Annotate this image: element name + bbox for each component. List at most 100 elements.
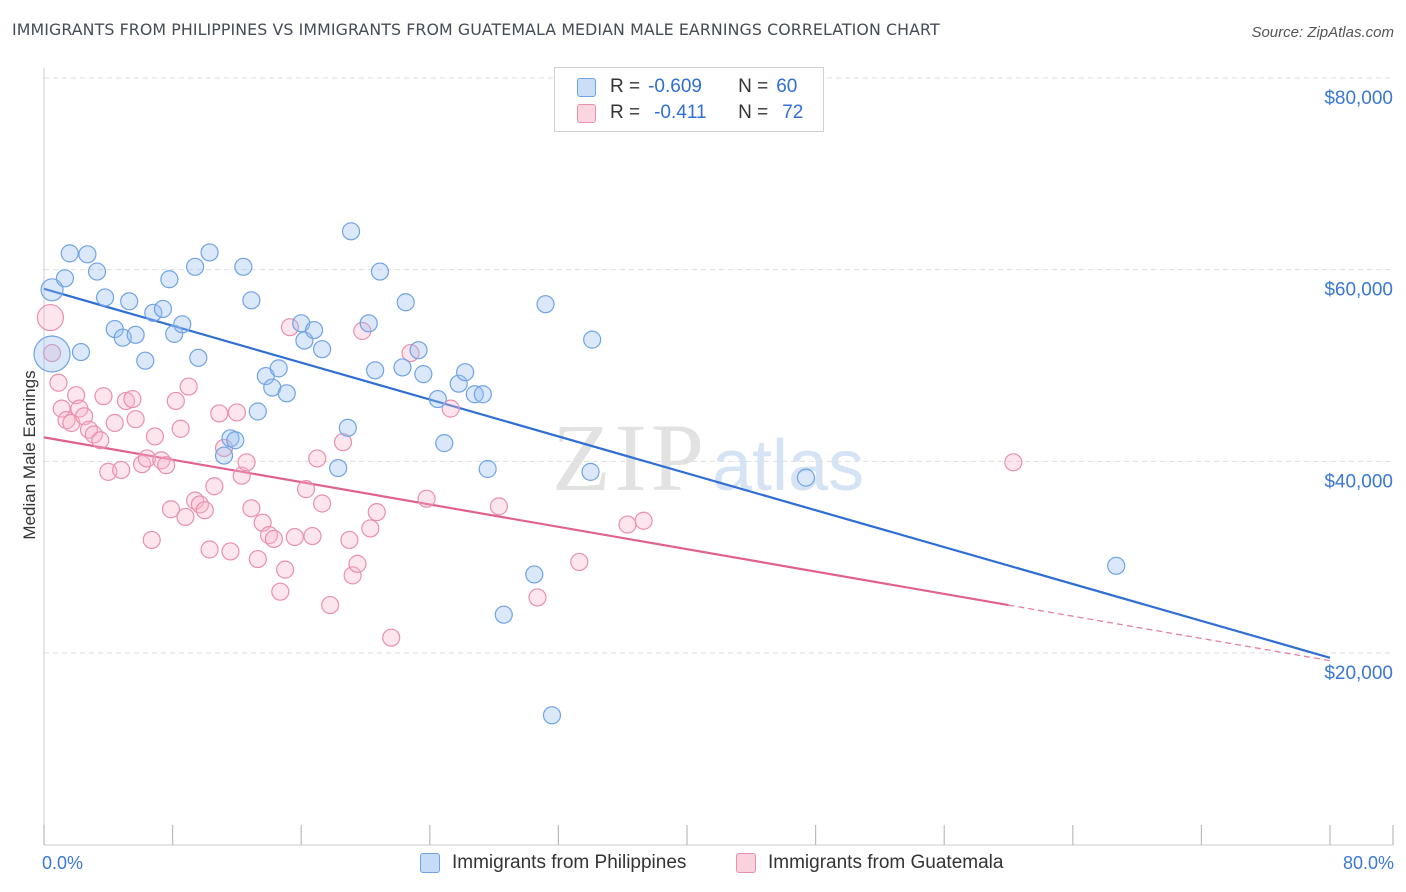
point-guatemala xyxy=(280,318,300,337)
bottom-legend-swatch-philippines xyxy=(420,853,440,873)
point-philippines xyxy=(87,262,107,281)
point-philippines xyxy=(71,342,91,362)
point-guatemala xyxy=(417,489,436,508)
point-philippines xyxy=(33,335,71,373)
point-guatemala xyxy=(361,519,380,538)
point-philippines xyxy=(40,278,64,302)
point-guatemala xyxy=(210,404,229,423)
point-guatemala xyxy=(176,507,195,527)
point-philippines xyxy=(525,565,544,584)
point-guatemala xyxy=(42,343,62,363)
point-philippines xyxy=(359,314,378,333)
correlation-legend: R = -0.609 N = 60 R = -0.411 N = 72 xyxy=(554,67,824,132)
point-guatemala xyxy=(132,455,152,474)
point-philippines xyxy=(60,244,79,263)
point-guatemala xyxy=(145,427,165,446)
x-tick-label-max: 80.0% xyxy=(1342,853,1394,873)
point-guatemala xyxy=(348,554,367,573)
point-guatemala xyxy=(49,373,68,392)
point-philippines xyxy=(160,270,179,289)
point-philippines xyxy=(366,361,385,380)
point-philippines xyxy=(304,320,324,340)
legend-n-value: 72 xyxy=(782,102,804,123)
point-philippines xyxy=(494,605,513,624)
point-guatemala xyxy=(489,497,509,516)
point-philippines xyxy=(136,351,155,370)
point-philippines xyxy=(449,374,468,393)
point-philippines xyxy=(414,365,433,384)
point-guatemala xyxy=(166,391,185,411)
point-philippines xyxy=(189,348,208,367)
point-guatemala xyxy=(161,500,181,519)
point-guatemala xyxy=(137,449,156,468)
point-guatemala xyxy=(105,413,124,433)
point-guatemala xyxy=(116,391,136,411)
point-guatemala xyxy=(126,410,145,429)
point-philippines xyxy=(1107,556,1126,575)
point-guatemala xyxy=(94,387,113,406)
point-guatemala xyxy=(303,526,322,546)
chart-title: IMMIGRANTS FROM PHILIPPINES VS IMMIGRANT… xyxy=(12,20,940,39)
legend-r-value: -0.609 xyxy=(648,76,702,97)
bottom-legend-label: Immigrants from Guatemala xyxy=(768,852,1004,873)
point-guatemala xyxy=(237,453,256,472)
y-tick-labels: $20,000 $40,000 $60,000 $80,000 xyxy=(1324,88,1393,684)
y-axis-label: Median Male Earnings xyxy=(20,370,39,540)
point-philippines xyxy=(435,434,454,453)
point-guatemala xyxy=(36,303,65,332)
point-guatemala xyxy=(1004,453,1023,472)
legend-r-value: -0.411 xyxy=(654,102,707,123)
legend-n-label: N = xyxy=(738,102,769,123)
point-guatemala xyxy=(441,399,460,418)
point-guatemala xyxy=(276,560,295,579)
point-philippines xyxy=(312,340,332,359)
legend-row-guatemala: R = -0.411 N = 72 xyxy=(577,101,803,125)
point-guatemala xyxy=(57,411,76,430)
trendline-guatemala-extension xyxy=(1008,604,1331,662)
point-guatemala xyxy=(200,540,219,559)
point-philippines xyxy=(214,446,234,465)
legend-swatch-philippines xyxy=(577,77,596,97)
x-tick-label-min: 0.0% xyxy=(42,853,84,873)
point-guatemala xyxy=(142,530,161,550)
legend-r-label: R = xyxy=(610,102,641,123)
legend-swatch-guatemala xyxy=(577,103,596,123)
point-guatemala xyxy=(227,403,246,422)
point-philippines xyxy=(341,222,361,241)
point-guatemala xyxy=(157,456,176,475)
bottom-legend-guatemala: Immigrants from Guatemala xyxy=(736,852,1003,874)
bottom-legend-philippines: Immigrants from Philippines xyxy=(420,852,686,874)
point-guatemala xyxy=(123,389,142,409)
point-philippines xyxy=(200,243,219,262)
point-guatemala xyxy=(367,503,386,522)
point-guatemala xyxy=(618,515,637,534)
point-guatemala xyxy=(340,530,359,550)
point-guatemala xyxy=(171,419,190,438)
point-guatemala xyxy=(205,477,224,496)
point-guatemala xyxy=(221,542,240,561)
point-philippines xyxy=(126,325,145,344)
trendline-philippines xyxy=(43,287,1331,659)
point-guatemala xyxy=(248,549,267,569)
point-philippines xyxy=(120,292,139,311)
point-philippines xyxy=(428,389,447,409)
point-guatemala xyxy=(242,499,261,518)
y-tick-label: $40,000 xyxy=(1324,471,1393,492)
series-philippines-points xyxy=(33,222,1126,725)
bottom-legend-swatch-guatemala xyxy=(736,853,756,873)
point-guatemala xyxy=(285,527,304,547)
point-guatemala xyxy=(312,494,332,513)
grid-lines xyxy=(44,77,1393,654)
trendline-guatemala xyxy=(43,436,1009,607)
point-guatemala xyxy=(232,466,251,485)
point-guatemala xyxy=(52,399,71,418)
trend-lines xyxy=(43,287,1331,662)
point-philippines xyxy=(409,341,428,360)
point-philippines xyxy=(478,459,497,479)
point-guatemala xyxy=(308,449,327,468)
legend-row-philippines: R = -0.609 N = 60 xyxy=(577,75,797,99)
point-guatemala xyxy=(634,511,653,530)
point-guatemala xyxy=(190,495,210,514)
point-philippines xyxy=(269,359,288,378)
